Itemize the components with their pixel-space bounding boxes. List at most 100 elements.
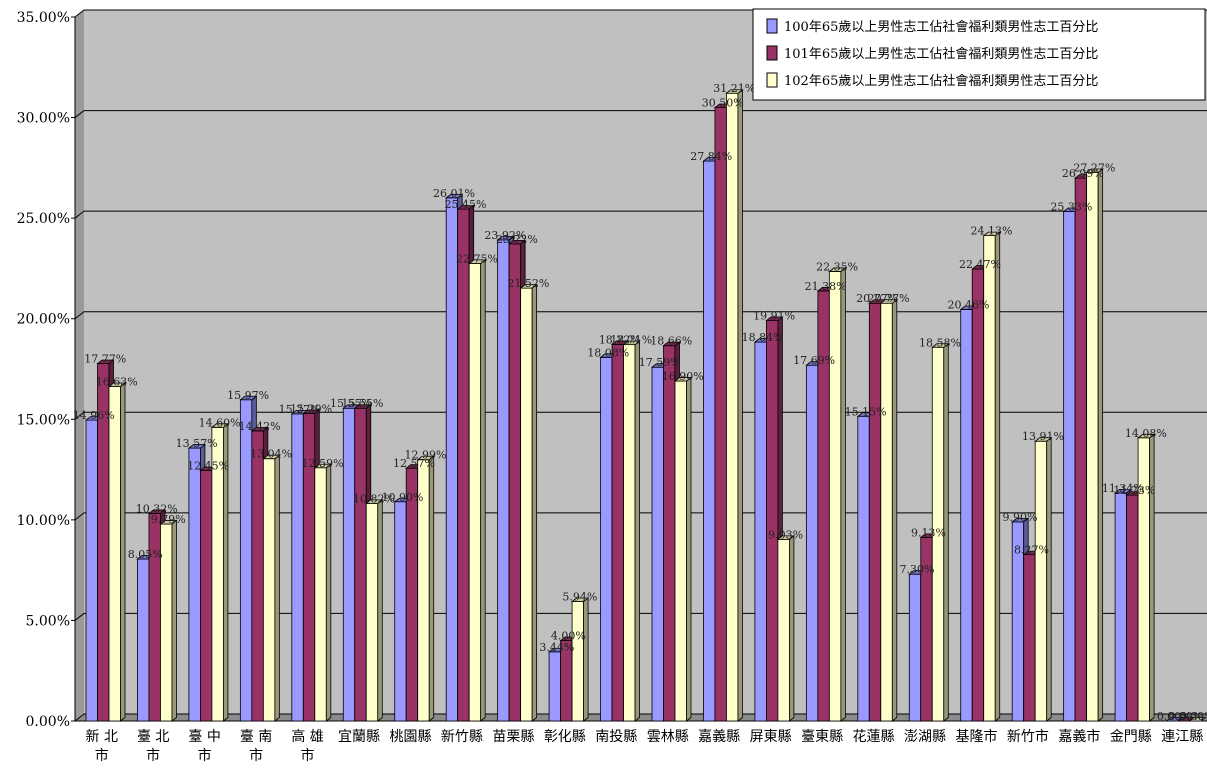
data-label: 23.92%: [484, 229, 526, 242]
bar: [519, 283, 538, 722]
bar: [468, 259, 487, 722]
data-label: 15.29%: [290, 402, 332, 415]
data-label: 13.91%: [1022, 430, 1064, 443]
bar-front: [754, 341, 767, 722]
bar-side: [686, 376, 692, 722]
data-label: 9.13%: [911, 526, 946, 539]
bar: [262, 454, 281, 722]
x-category-label: 屏東縣: [750, 729, 792, 745]
y-tick-label: 15.00%: [17, 412, 70, 428]
data-label: 0.00%: [1180, 710, 1207, 723]
bar-top: [570, 597, 590, 602]
bar: [159, 519, 178, 722]
bar: [622, 340, 641, 722]
bar-front: [1063, 211, 1076, 722]
bar-top: [1136, 433, 1156, 439]
data-label: 20.77%: [856, 292, 898, 305]
data-label: 31.21%: [713, 82, 755, 95]
bar-side: [531, 283, 538, 722]
legend-swatch: [766, 72, 778, 88]
data-label: 11.34%: [1102, 482, 1144, 495]
bar-top: [725, 89, 744, 94]
y-tick-label: 35.00%: [17, 10, 70, 26]
bar-front: [457, 208, 470, 722]
bar-top: [468, 259, 487, 264]
x-category-label: 基隆市: [955, 728, 997, 745]
bar-front: [314, 467, 327, 722]
data-label: 12.59%: [302, 457, 344, 470]
data-label: 26.99%: [1062, 167, 1104, 180]
bar-front: [200, 470, 213, 722]
bar-side: [583, 597, 589, 722]
bar-top: [1034, 437, 1053, 442]
data-label: 26.01%: [433, 187, 475, 200]
bar-front: [857, 415, 870, 722]
bar-front: [342, 407, 356, 722]
bar-top: [147, 509, 167, 514]
bar: [879, 298, 898, 722]
data-label: 25.33%: [1050, 201, 1092, 214]
bar-front: [777, 538, 790, 722]
data-label: 20.77%: [868, 292, 910, 305]
bar-top: [622, 340, 641, 346]
bar: [1034, 436, 1053, 722]
bar-front: [548, 651, 561, 722]
x-category-label: 宜蘭縣: [338, 729, 380, 745]
bar-top: [239, 395, 258, 401]
x-category-label: 南投縣: [595, 729, 637, 745]
data-label: 18.72%: [599, 333, 641, 346]
bar-front: [85, 419, 98, 722]
bar-top: [673, 377, 693, 382]
bar-side: [428, 455, 435, 722]
bar-front: [908, 573, 922, 722]
bar: [828, 267, 847, 722]
gridline: [74, 210, 1207, 219]
bar: [1188, 717, 1207, 722]
bar-top: [765, 316, 784, 321]
bar: [673, 376, 693, 722]
legend-label: 100年65歲以上男性志工佔社會福利類男性志工百分比: [784, 19, 1098, 35]
bar-top: [159, 520, 178, 525]
bar-side: [737, 88, 743, 722]
x-category-label: 嘉義市: [1058, 728, 1100, 745]
bar-side: [120, 382, 126, 722]
bar-top: [662, 341, 681, 347]
bar-front: [148, 513, 161, 722]
bar-top: [1113, 489, 1133, 494]
data-label: 14.08%: [1125, 427, 1167, 440]
data-label: 15.55%: [330, 397, 372, 410]
bar-top: [931, 343, 950, 348]
data-label: 18.08%: [587, 346, 629, 359]
bar-top: [1085, 168, 1104, 173]
x-category-label: 新竹市: [1007, 728, 1049, 745]
bar-top: [496, 235, 515, 241]
data-label: 16.90%: [662, 370, 704, 383]
bar-top: [210, 423, 230, 428]
bar-front: [805, 364, 819, 722]
bar-front: [651, 366, 664, 722]
bar: [570, 597, 590, 722]
x-category-label: 雲林縣: [647, 729, 689, 745]
bar-side: [891, 298, 898, 722]
data-label: 18.84%: [742, 331, 784, 344]
bar-top: [1188, 717, 1207, 722]
bar-side: [171, 519, 177, 722]
data-label: 17.69%: [793, 354, 835, 367]
bar-front: [766, 320, 779, 722]
bar-front: [188, 447, 201, 722]
bar-front: [405, 467, 419, 722]
data-label: 22.35%: [816, 260, 858, 273]
bar-top: [445, 193, 464, 199]
bar-side: [840, 267, 846, 722]
data-label: 16.63%: [96, 375, 138, 388]
bar-front: [880, 302, 893, 722]
data-label: 4.00%: [551, 630, 586, 643]
bar-front: [663, 345, 676, 722]
data-label: 14.60%: [199, 416, 241, 429]
bar-side: [480, 259, 486, 722]
data-label: 13.04%: [250, 448, 292, 461]
legend: 100年65歲以上男性志工佔社會福利類男性志工百分比 101年65歲以上男性志工佔…: [752, 8, 1206, 101]
data-label: 12.45%: [187, 460, 229, 473]
data-label: 15.15%: [845, 405, 887, 418]
